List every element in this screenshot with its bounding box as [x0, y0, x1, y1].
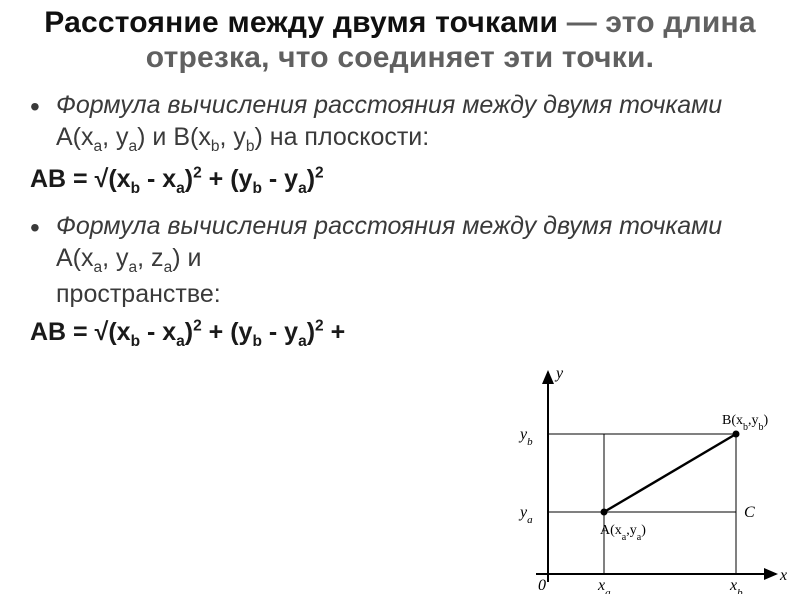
coordinate-diagram: 0 x y xa xb ya yb A(xa,ya) B(xb,yb) C: [508, 364, 788, 594]
formula-2d: AB = √(xb - xa)2 + (yb - ya)2: [24, 163, 776, 200]
formula-3d: AB = √(xb - xa)2 + (yb - ya)2 +: [24, 316, 776, 353]
svg-text:x: x: [779, 567, 787, 584]
slide-title: Расстояние между двумя точками — это дли…: [24, 6, 776, 75]
bullet-1: Формула вычисления расстояния между двум…: [30, 89, 776, 157]
svg-text:C: C: [744, 504, 755, 521]
title-strong: Расстояние между двумя точками: [44, 6, 558, 39]
svg-text:y: y: [554, 365, 564, 382]
svg-text:0: 0: [538, 577, 546, 594]
slide-body-2: Формула вычисления расстояния между двум…: [24, 210, 776, 310]
svg-text:A(xa,ya): A(xa,ya): [600, 523, 646, 543]
bullet-2: Формула вычисления расстояния между двум…: [30, 210, 776, 310]
slide-body: Формула вычисления расстояния между двум…: [24, 89, 776, 157]
svg-text:xb: xb: [729, 577, 743, 594]
svg-text:B(xb,yb): B(xb,yb): [722, 413, 769, 433]
svg-text:ya: ya: [518, 504, 533, 526]
slide: Расстояние между двумя точками — это дли…: [0, 0, 800, 600]
svg-text:yb: yb: [518, 426, 533, 448]
svg-text:xa: xa: [597, 577, 611, 594]
